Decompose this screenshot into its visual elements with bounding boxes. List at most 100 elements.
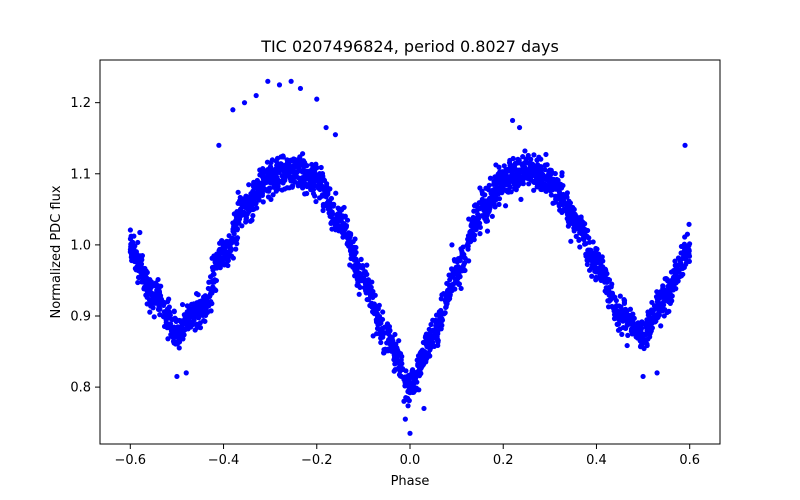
data-point	[469, 233, 475, 239]
data-point	[207, 274, 214, 280]
data-point	[542, 162, 548, 168]
data-point	[244, 211, 250, 217]
data-point	[470, 214, 476, 221]
data-point	[217, 261, 223, 267]
data-point	[471, 219, 477, 225]
data-point	[231, 231, 237, 237]
data-point	[678, 243, 685, 250]
data-point	[225, 257, 231, 264]
data-point	[496, 179, 502, 185]
data-point	[343, 232, 349, 238]
data-point	[246, 182, 252, 188]
data-point	[528, 164, 534, 170]
data-point	[475, 216, 482, 222]
data-point	[249, 198, 255, 204]
outlier-point	[216, 142, 222, 148]
data-point	[184, 314, 190, 320]
data-point	[214, 251, 220, 257]
data-point	[538, 156, 544, 162]
data-point	[497, 169, 504, 176]
data-point	[402, 383, 408, 389]
data-point	[257, 172, 263, 178]
data-point	[390, 343, 396, 349]
data-point	[238, 196, 244, 202]
data-point	[543, 151, 549, 158]
data-point	[150, 296, 156, 302]
data-point	[584, 261, 590, 268]
data-point	[670, 286, 676, 292]
data-point	[153, 283, 159, 289]
data-point	[683, 261, 689, 267]
data-point	[485, 187, 492, 193]
data-point	[381, 350, 387, 356]
data-point	[589, 273, 595, 279]
data-point	[368, 289, 374, 295]
data-point	[424, 355, 430, 361]
y-tick-label: 1.2	[70, 96, 91, 111]
data-point	[171, 309, 177, 315]
data-point	[363, 290, 369, 296]
data-point	[227, 245, 233, 252]
outlier-point	[402, 416, 408, 422]
data-point	[135, 279, 141, 286]
data-point	[312, 177, 319, 184]
data-point	[566, 220, 572, 226]
data-point	[491, 190, 497, 196]
data-point	[384, 321, 391, 327]
data-point	[529, 169, 535, 175]
data-point	[256, 180, 263, 186]
data-point	[606, 298, 612, 304]
data-point	[251, 181, 257, 187]
data-point	[352, 273, 358, 279]
data-point	[362, 269, 368, 275]
data-point	[486, 182, 492, 188]
data-point	[299, 185, 306, 191]
data-point	[423, 331, 430, 337]
data-point	[662, 306, 668, 313]
data-point	[269, 171, 275, 177]
data-point	[617, 326, 623, 332]
data-point	[316, 180, 322, 186]
x-tick-label: 0.6	[679, 453, 700, 468]
data-point	[328, 209, 334, 215]
data-point	[586, 235, 592, 241]
outlier-point	[477, 185, 483, 191]
data-point	[301, 175, 307, 181]
data-point	[318, 164, 324, 171]
outlier-point	[568, 238, 574, 244]
data-point	[418, 357, 424, 364]
data-point	[324, 181, 330, 187]
data-point	[642, 332, 648, 338]
data-point	[259, 168, 265, 174]
data-point	[611, 316, 618, 322]
outlier-point	[449, 242, 455, 248]
data-point	[364, 262, 370, 268]
data-point	[294, 174, 300, 180]
data-point	[165, 312, 172, 318]
data-point	[284, 157, 290, 163]
data-point	[193, 308, 199, 315]
data-point	[686, 258, 692, 264]
data-point	[673, 273, 680, 279]
data-point	[428, 321, 434, 328]
data-point	[589, 249, 595, 255]
data-point	[202, 318, 208, 324]
data-point	[493, 162, 499, 168]
data-point	[320, 177, 326, 183]
data-point	[556, 189, 562, 195]
data-point	[509, 171, 515, 177]
data-point	[133, 252, 139, 258]
data-point	[160, 299, 166, 305]
data-point	[243, 219, 249, 225]
data-point	[373, 331, 380, 337]
data-point	[599, 254, 605, 260]
data-point	[172, 330, 178, 336]
data-point	[224, 241, 230, 247]
y-tick-label: 0.9	[70, 310, 91, 325]
data-point	[192, 313, 198, 319]
data-point	[617, 293, 623, 299]
data-point	[515, 156, 521, 162]
data-point	[588, 265, 595, 271]
data-point	[144, 288, 150, 294]
data-point	[508, 164, 514, 170]
